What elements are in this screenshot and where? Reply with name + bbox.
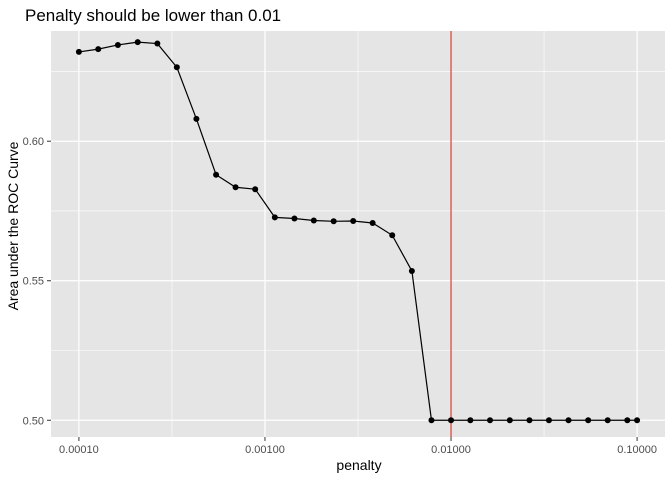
data-point (271, 214, 278, 221)
data-point (330, 218, 337, 225)
data-point (428, 417, 435, 424)
data-point (369, 219, 376, 226)
y-tick-label: 0.50 (23, 415, 44, 427)
data-point (95, 46, 102, 53)
series-line (78, 41, 638, 421)
x-tick-label: 0.00010 (59, 444, 99, 456)
y-axis-title: Area under the ROC Curve (5, 141, 21, 310)
data-point (134, 39, 141, 46)
x-tick-label: 0.10000 (617, 444, 657, 456)
data-point (585, 417, 592, 424)
y-axis: 0.50 0.55 0.60 (23, 136, 51, 427)
data-point (624, 417, 631, 424)
data-point (506, 417, 513, 424)
data-point (232, 184, 239, 191)
x-tick-label: 0.00100 (245, 444, 285, 456)
x-axis: 0.00010 0.00100 0.01000 0.10000 (59, 437, 657, 456)
y-tick-label: 0.60 (23, 136, 44, 148)
data-point (487, 417, 494, 424)
data-point (310, 217, 317, 224)
data-point (291, 215, 298, 222)
data-point (526, 417, 533, 424)
y-tick-label: 0.55 (23, 276, 44, 288)
data-point (350, 218, 357, 225)
data-point (389, 232, 396, 239)
series-group (75, 39, 641, 424)
data-point (565, 417, 572, 424)
data-point (213, 171, 220, 178)
data-point (634, 417, 641, 424)
x-tick-label: 0.01000 (431, 444, 471, 456)
data-point (173, 64, 180, 71)
x-axis-title: penalty (336, 457, 381, 473)
chart-title: Penalty should be lower than 0.01 (25, 6, 281, 25)
data-point (408, 267, 415, 274)
data-point (467, 417, 474, 424)
data-point (75, 48, 82, 55)
data-point (114, 41, 121, 48)
data-point (193, 115, 200, 122)
data-point (252, 186, 259, 193)
data-point (604, 417, 611, 424)
data-point (154, 40, 161, 47)
data-point (448, 417, 455, 424)
data-point (545, 417, 552, 424)
